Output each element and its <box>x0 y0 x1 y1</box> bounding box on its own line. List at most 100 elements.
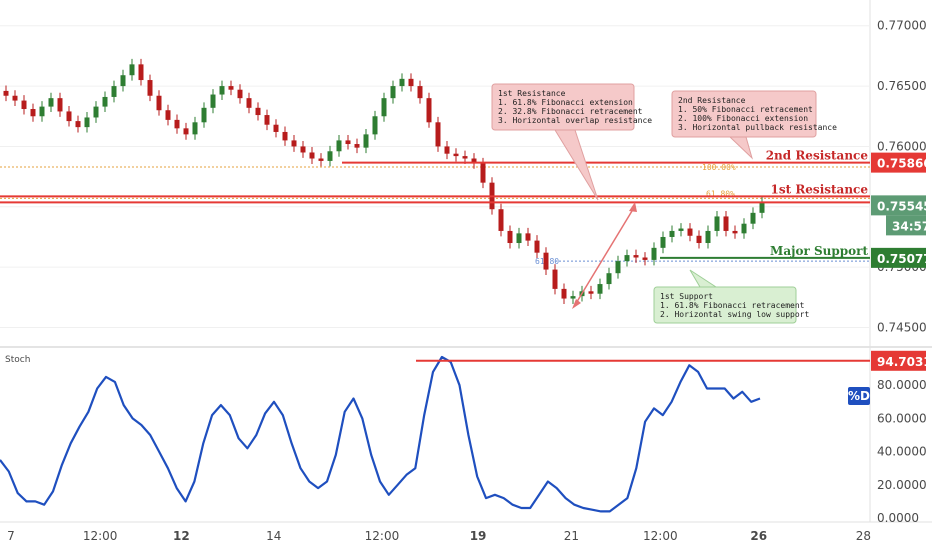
candle-body <box>498 209 504 231</box>
stoch-label: Stoch <box>5 355 30 365</box>
candle <box>138 58 144 86</box>
candle-body <box>408 78 414 87</box>
candle-body <box>543 252 549 270</box>
candle <box>723 211 729 237</box>
candle <box>750 207 756 230</box>
candle-body <box>156 95 162 111</box>
candle <box>147 74 153 102</box>
candle <box>12 90 18 107</box>
candle-body <box>516 233 522 244</box>
candle-body <box>336 140 342 152</box>
price-grid <box>0 25 870 329</box>
candle <box>291 134 297 152</box>
second-resistance-level: 2nd Resistance 0.75866 <box>342 149 932 173</box>
candle <box>219 80 225 100</box>
annotation-line: 2. 100% Fibonacci extension <box>678 114 808 123</box>
candle-body <box>255 107 261 116</box>
candle-body <box>759 201 765 213</box>
time-axis: 7 12:00 12 14 12:00 19 21 12:00 26 28 <box>7 529 871 543</box>
candle-body <box>309 152 315 159</box>
candle-body <box>678 228 684 231</box>
stoch-legend-badge[interactable]: %D <box>848 387 870 405</box>
candle <box>678 223 684 237</box>
level-label: Major Support <box>770 244 868 258</box>
candle-body <box>30 109 36 117</box>
candle-body <box>651 247 657 260</box>
current-price-text: 0.75545 <box>877 199 932 213</box>
candle-body <box>525 233 531 241</box>
candle <box>129 58 135 81</box>
candle-body <box>696 235 702 244</box>
annotation-title: 1st Resistance <box>498 89 566 98</box>
candle <box>444 141 450 160</box>
candle-body <box>624 255 630 262</box>
candle <box>615 255 621 279</box>
candle-body <box>48 98 54 107</box>
candle <box>651 242 657 266</box>
stoch-resistance: 94.7031 <box>416 350 932 371</box>
current-price-badge <box>871 195 926 216</box>
candle-body <box>57 98 63 112</box>
annotation-box <box>671 90 817 138</box>
candle <box>381 92 387 122</box>
annotation-line: 2. Horizontal swing low support <box>660 310 809 319</box>
candle-body <box>381 98 387 117</box>
candle <box>57 92 63 117</box>
stoch-panel[interactable] <box>0 348 870 520</box>
candle <box>498 203 504 237</box>
candle <box>471 153 477 169</box>
candle <box>75 115 81 133</box>
candle-body <box>282 131 288 141</box>
annotation-title: 1st Support <box>660 292 713 301</box>
candle <box>732 225 738 239</box>
candle-body <box>471 158 477 164</box>
candle <box>372 110 378 140</box>
candle <box>552 264 558 295</box>
candle-body <box>534 240 540 253</box>
candle <box>3 85 9 102</box>
candle <box>507 225 513 249</box>
candle-body <box>723 216 729 231</box>
projection-arrows <box>572 202 637 309</box>
price-tick-label: 0.77000 <box>877 19 927 33</box>
stoch-tick-label: 60.0000 <box>877 411 927 425</box>
candle <box>255 102 261 121</box>
candle-body <box>84 117 90 128</box>
candle-body <box>183 128 189 135</box>
candle <box>165 104 171 126</box>
candle <box>48 92 54 113</box>
candle <box>237 84 243 104</box>
stoch-legend-box <box>848 387 870 405</box>
candle <box>534 235 540 259</box>
annotation-box <box>653 286 797 324</box>
candle-body <box>561 288 567 299</box>
arrow-tail-head <box>572 299 581 309</box>
annotation-line: 1. 50% Fibonacci retracement <box>678 105 813 114</box>
candle <box>588 285 594 300</box>
candle-body <box>606 273 612 285</box>
time-tick-label: 14 <box>266 529 281 543</box>
stoch-tick-label: 0.0000 <box>877 511 919 525</box>
candle-body <box>93 106 99 118</box>
candle-body <box>75 121 81 128</box>
candle <box>561 283 567 304</box>
candle <box>228 80 234 96</box>
candle-body <box>228 86 234 90</box>
candle <box>156 90 162 116</box>
candle <box>336 134 342 157</box>
candle-body <box>390 86 396 99</box>
candle-body <box>39 106 45 117</box>
candle <box>309 147 315 164</box>
candle-body <box>417 86 423 99</box>
candle <box>354 138 360 154</box>
annotation-line: 3. Horizontal overlap resistance <box>498 116 652 125</box>
candle-body <box>453 153 459 157</box>
candle <box>66 106 72 127</box>
candle <box>21 95 27 115</box>
candle <box>210 89 216 114</box>
candle-body <box>399 78 405 87</box>
candle <box>174 114 180 134</box>
